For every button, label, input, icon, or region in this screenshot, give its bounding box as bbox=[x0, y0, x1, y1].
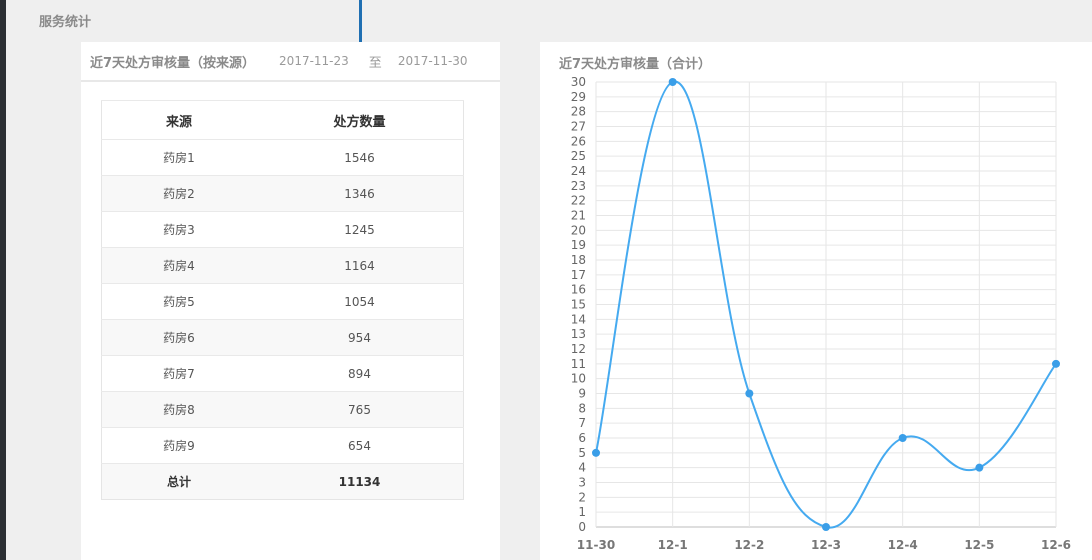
y-tick-label: 5 bbox=[578, 446, 586, 460]
y-tick-label: 16 bbox=[571, 283, 586, 297]
table-row: 药房1 1546 bbox=[101, 139, 464, 176]
y-tick-label: 18 bbox=[571, 253, 586, 267]
y-tick-label: 17 bbox=[571, 268, 586, 282]
table-row: 药房6 954 bbox=[101, 319, 464, 356]
y-tick-label: 1 bbox=[578, 505, 586, 519]
y-tick-label: 19 bbox=[571, 238, 586, 252]
count-cell: 894 bbox=[256, 355, 464, 392]
table-row: 药房2 1346 bbox=[101, 175, 464, 212]
count-cell: 1346 bbox=[256, 175, 464, 212]
x-tick-label: 12-5 bbox=[964, 538, 994, 552]
y-tick-label: 7 bbox=[578, 416, 586, 430]
page-title: 服务统计 bbox=[39, 15, 92, 30]
data-point[interactable] bbox=[975, 463, 984, 472]
x-tick-label: 12-6 bbox=[1041, 538, 1071, 552]
y-tick-label: 29 bbox=[571, 90, 586, 104]
table-row: 药房5 1054 bbox=[101, 283, 464, 320]
column-header-count: 处方数量 bbox=[256, 100, 464, 140]
source-cell: 药房9 bbox=[101, 427, 256, 464]
y-tick-label: 0 bbox=[578, 520, 586, 534]
date-from[interactable]: 2017-11-23 bbox=[279, 54, 349, 68]
y-tick-label: 12 bbox=[571, 342, 586, 356]
data-point[interactable] bbox=[822, 523, 830, 531]
y-tick-label: 10 bbox=[571, 372, 586, 386]
x-tick-label: 12-1 bbox=[658, 538, 688, 552]
y-tick-label: 14 bbox=[571, 312, 586, 326]
y-tick-label: 30 bbox=[571, 75, 586, 89]
source-cell: 药房4 bbox=[101, 247, 256, 284]
data-point[interactable] bbox=[592, 448, 600, 457]
table-row: 药房7 894 bbox=[101, 355, 464, 392]
y-tick-label: 8 bbox=[578, 401, 586, 415]
x-axis: 11-30 12-1 12-2 12-3 12-4 12-5 12-6 bbox=[577, 538, 1071, 552]
table-header-row: 来源 处方数量 bbox=[101, 100, 464, 140]
chart-grid bbox=[595, 81, 1057, 528]
y-tick-label: 28 bbox=[571, 105, 586, 119]
y-tick-label: 15 bbox=[571, 298, 586, 312]
source-cell: 药房8 bbox=[101, 391, 256, 428]
y-tick-label: 4 bbox=[578, 461, 586, 475]
series-line bbox=[595, 80, 1057, 529]
source-cell: 药房1 bbox=[101, 139, 256, 176]
x-tick-label: 12-2 bbox=[734, 538, 764, 552]
x-tick-label: 12-3 bbox=[811, 538, 841, 552]
count-cell: 1164 bbox=[256, 247, 464, 284]
source-table: 来源 处方数量 药房1 1546 药房2 1346 药房3 1245 bbox=[101, 100, 464, 500]
data-point[interactable] bbox=[745, 389, 754, 398]
side-strip bbox=[0, 0, 6, 560]
count-cell: 654 bbox=[256, 427, 464, 464]
y-tick-label: 2 bbox=[578, 490, 586, 504]
table-row: 药房8 765 bbox=[101, 391, 464, 428]
y-tick-label: 20 bbox=[571, 223, 586, 237]
y-tick-label: 23 bbox=[571, 179, 586, 193]
y-axis: 0123456789101112131415161718192021222324… bbox=[571, 75, 586, 534]
count-cell: 1245 bbox=[256, 211, 464, 248]
data-point[interactable] bbox=[1052, 359, 1060, 368]
source-cell: 药房5 bbox=[101, 283, 256, 320]
count-cell: 1546 bbox=[256, 139, 464, 176]
y-tick-label: 26 bbox=[571, 134, 586, 148]
source-panel-header: 近7天处方审核量（按来源） 2017-11-23 至 2017-11-30 bbox=[81, 42, 500, 82]
total-panel: 近7天处方审核量（合计） 0 1 2 3 4 5 6 7 8 9 10 11 12 13 14 15 16 17 1… bbox=[540, 42, 1092, 560]
y-tick-label: 9 bbox=[578, 387, 586, 401]
series-points bbox=[592, 78, 1060, 531]
y-tick-label: 13 bbox=[571, 327, 586, 341]
data-point[interactable] bbox=[668, 78, 677, 86]
y-tick-label: 24 bbox=[571, 164, 586, 178]
y-tick-label: 27 bbox=[571, 120, 586, 134]
table-row: 药房3 1245 bbox=[101, 211, 464, 248]
table-row: 药房4 1164 bbox=[101, 247, 464, 284]
source-panel-title: 近7天处方审核量（按来源） bbox=[90, 55, 256, 71]
total-panel-title: 近7天处方审核量（合计） bbox=[559, 57, 712, 72]
count-cell: 1054 bbox=[256, 283, 464, 320]
source-cell: 药房3 bbox=[101, 211, 256, 248]
source-cell: 药房6 bbox=[101, 319, 256, 356]
line-chart: 0123456789101112131415161718192021222324… bbox=[571, 75, 1071, 552]
date-to[interactable]: 2017-11-30 bbox=[397, 54, 468, 68]
y-tick-label: 11 bbox=[571, 357, 586, 371]
column-header-source: 来源 bbox=[101, 100, 256, 140]
date-separator: 至 bbox=[368, 55, 382, 71]
total-value: 11134 bbox=[256, 463, 464, 500]
source-panel: 近7天处方审核量（按来源） 2017-11-23 至 2017-11-30 来源… bbox=[81, 42, 500, 560]
total-label: 总计 bbox=[101, 463, 256, 500]
source-cell: 药房2 bbox=[101, 175, 256, 212]
splitter-handle[interactable] bbox=[359, 0, 362, 46]
count-cell: 765 bbox=[256, 391, 464, 428]
count-cell: 954 bbox=[256, 319, 464, 356]
source-cell: 药房7 bbox=[101, 355, 256, 392]
data-point[interactable] bbox=[898, 434, 907, 442]
x-tick-label: 11-30 bbox=[577, 538, 615, 552]
table-row: 药房9 654 bbox=[101, 427, 464, 464]
total-row: 总计 11134 bbox=[101, 463, 464, 500]
y-tick-label: 6 bbox=[578, 431, 586, 445]
y-tick-label: 21 bbox=[571, 209, 586, 223]
y-tick-label: 25 bbox=[571, 149, 586, 163]
y-tick-label: 3 bbox=[578, 476, 586, 490]
x-tick-label: 12-4 bbox=[888, 538, 918, 552]
y-tick-label: 22 bbox=[571, 194, 586, 208]
